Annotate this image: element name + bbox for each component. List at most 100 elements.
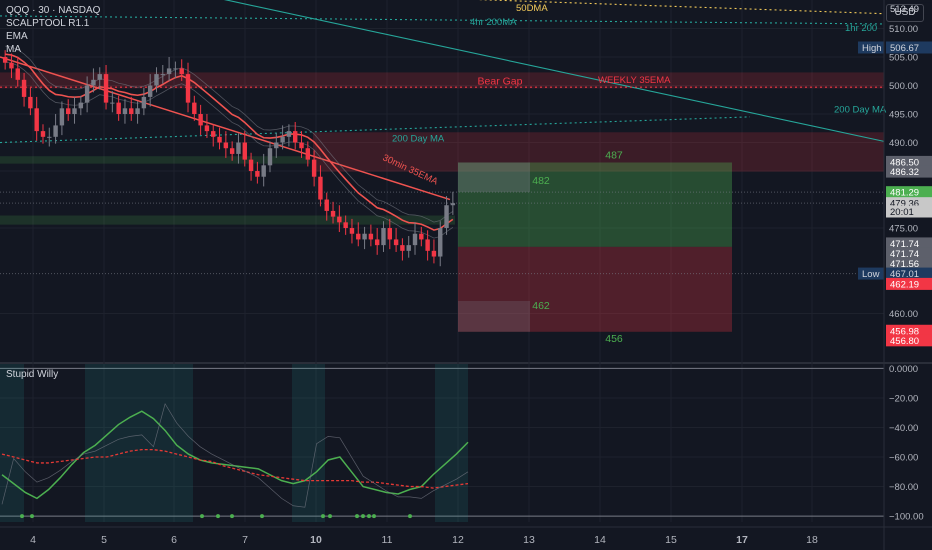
osc-signal-dot [20,514,24,519]
x-tick-label: 17 [736,534,748,546]
osc-tick-label: −60.00 [889,453,918,464]
price-tag [886,257,932,270]
candle-body [381,228,386,246]
candle-body [324,199,329,211]
candle-body [261,165,266,177]
candle-body [204,125,210,132]
osc-signal-dot [367,514,371,519]
candle-body [293,131,298,143]
osc-signal-dot [230,514,234,519]
x-tick-label: 11 [382,534,393,546]
candle-body [47,136,52,138]
candle-body [412,233,418,246]
osc-signal-dot [216,514,220,519]
price-tag-label-box [858,267,884,280]
candle-body [192,102,197,115]
price-tag [886,186,932,199]
x-tick-label: 10 [310,534,322,546]
ma-line [0,56,451,201]
currency-button[interactable]: USD [886,4,924,22]
candle-body [318,176,323,200]
price-tick-label: 490.00 [889,138,918,149]
candle-body [91,79,96,86]
indicator-ma[interactable]: MA [6,44,21,55]
candle-body [305,148,311,160]
candle-body [135,108,140,115]
price-tag-value: 479.36 [890,199,919,210]
x-tick-label: 5 [101,534,107,546]
price-tick-label: 505.00 [889,53,918,64]
candle-body [349,228,355,234]
candle-body [255,171,260,177]
price-tag [886,237,932,250]
candle-body [129,108,134,115]
price-tick-label: 475.00 [889,224,918,235]
candle-body [154,74,159,86]
candle-body [34,108,39,132]
price-tag-label-box [858,41,884,54]
position-box [458,162,530,193]
candle-body [2,57,8,63]
candle-body [223,142,229,149]
symbol-title[interactable]: QQQ · 30 · NASDAQ [6,5,101,16]
ma-line [0,15,885,25]
stop2-label: 456 [605,333,623,345]
candle-body [438,228,443,257]
candle-body [141,96,147,109]
candle-body [425,239,430,251]
oscillator-title[interactable]: Stupid Willy [6,369,59,380]
ma-line [0,116,751,144]
position-target-zone [458,162,732,247]
candle-body [21,79,27,97]
price-tag-value: 481.29 [890,188,919,199]
price-tag-value: 471.74 [890,249,919,260]
price-tag [886,277,932,290]
indicator-ema[interactable]: EMA [6,31,28,42]
price-tag-value: 471.56 [890,259,919,270]
osc-tick-label: −40.00 [889,423,918,434]
osc-highlight [292,364,325,522]
position-box [458,301,530,332]
candle-body [110,102,115,104]
ma-label: 200 Day MA [834,104,887,115]
ma-label: 1hr 200 [845,23,877,34]
zone-rect [0,72,884,89]
candle-body [160,74,165,76]
osc-signal-dot [260,514,264,519]
price-tag-value: 20:01 [890,207,914,218]
candle-body [28,96,33,109]
candle-body [66,108,71,115]
candle-body [72,108,77,115]
price-tag-value: 513.49 [890,4,919,15]
indicator-scalptool[interactable]: SCALPTOOL R1.1 [6,18,90,29]
price-tag-value: 456.80 [890,336,919,347]
price-tag-value: 462.19 [890,279,919,290]
candle-body [40,131,46,137]
candle-body [59,108,65,126]
x-tick-label: 4 [30,534,36,546]
candle-body [362,233,367,240]
candle-body [267,148,273,166]
candle-body [400,245,405,251]
zone-rect [313,132,884,172]
candle-body [374,239,380,246]
osc-slow-line [1,448,469,489]
stop-label: 462 [532,300,550,312]
candle-body [356,233,361,240]
osc-signal-dot [321,514,325,519]
candle-body [173,68,178,70]
osc-tick-label: −20.00 [889,393,918,404]
candle-body [185,74,191,103]
candle-body [368,233,374,240]
zone-rect [0,156,310,164]
osc-tick-label: −80.00 [889,482,918,493]
ma-line [223,0,885,142]
price-tag-value: 486.50 [890,157,919,168]
osc-signal-dot [328,514,332,519]
price-tag-label: Low [862,269,880,280]
price-tick-label: 500.00 [889,81,918,92]
candle-body [15,68,20,80]
candle-body [116,102,121,115]
